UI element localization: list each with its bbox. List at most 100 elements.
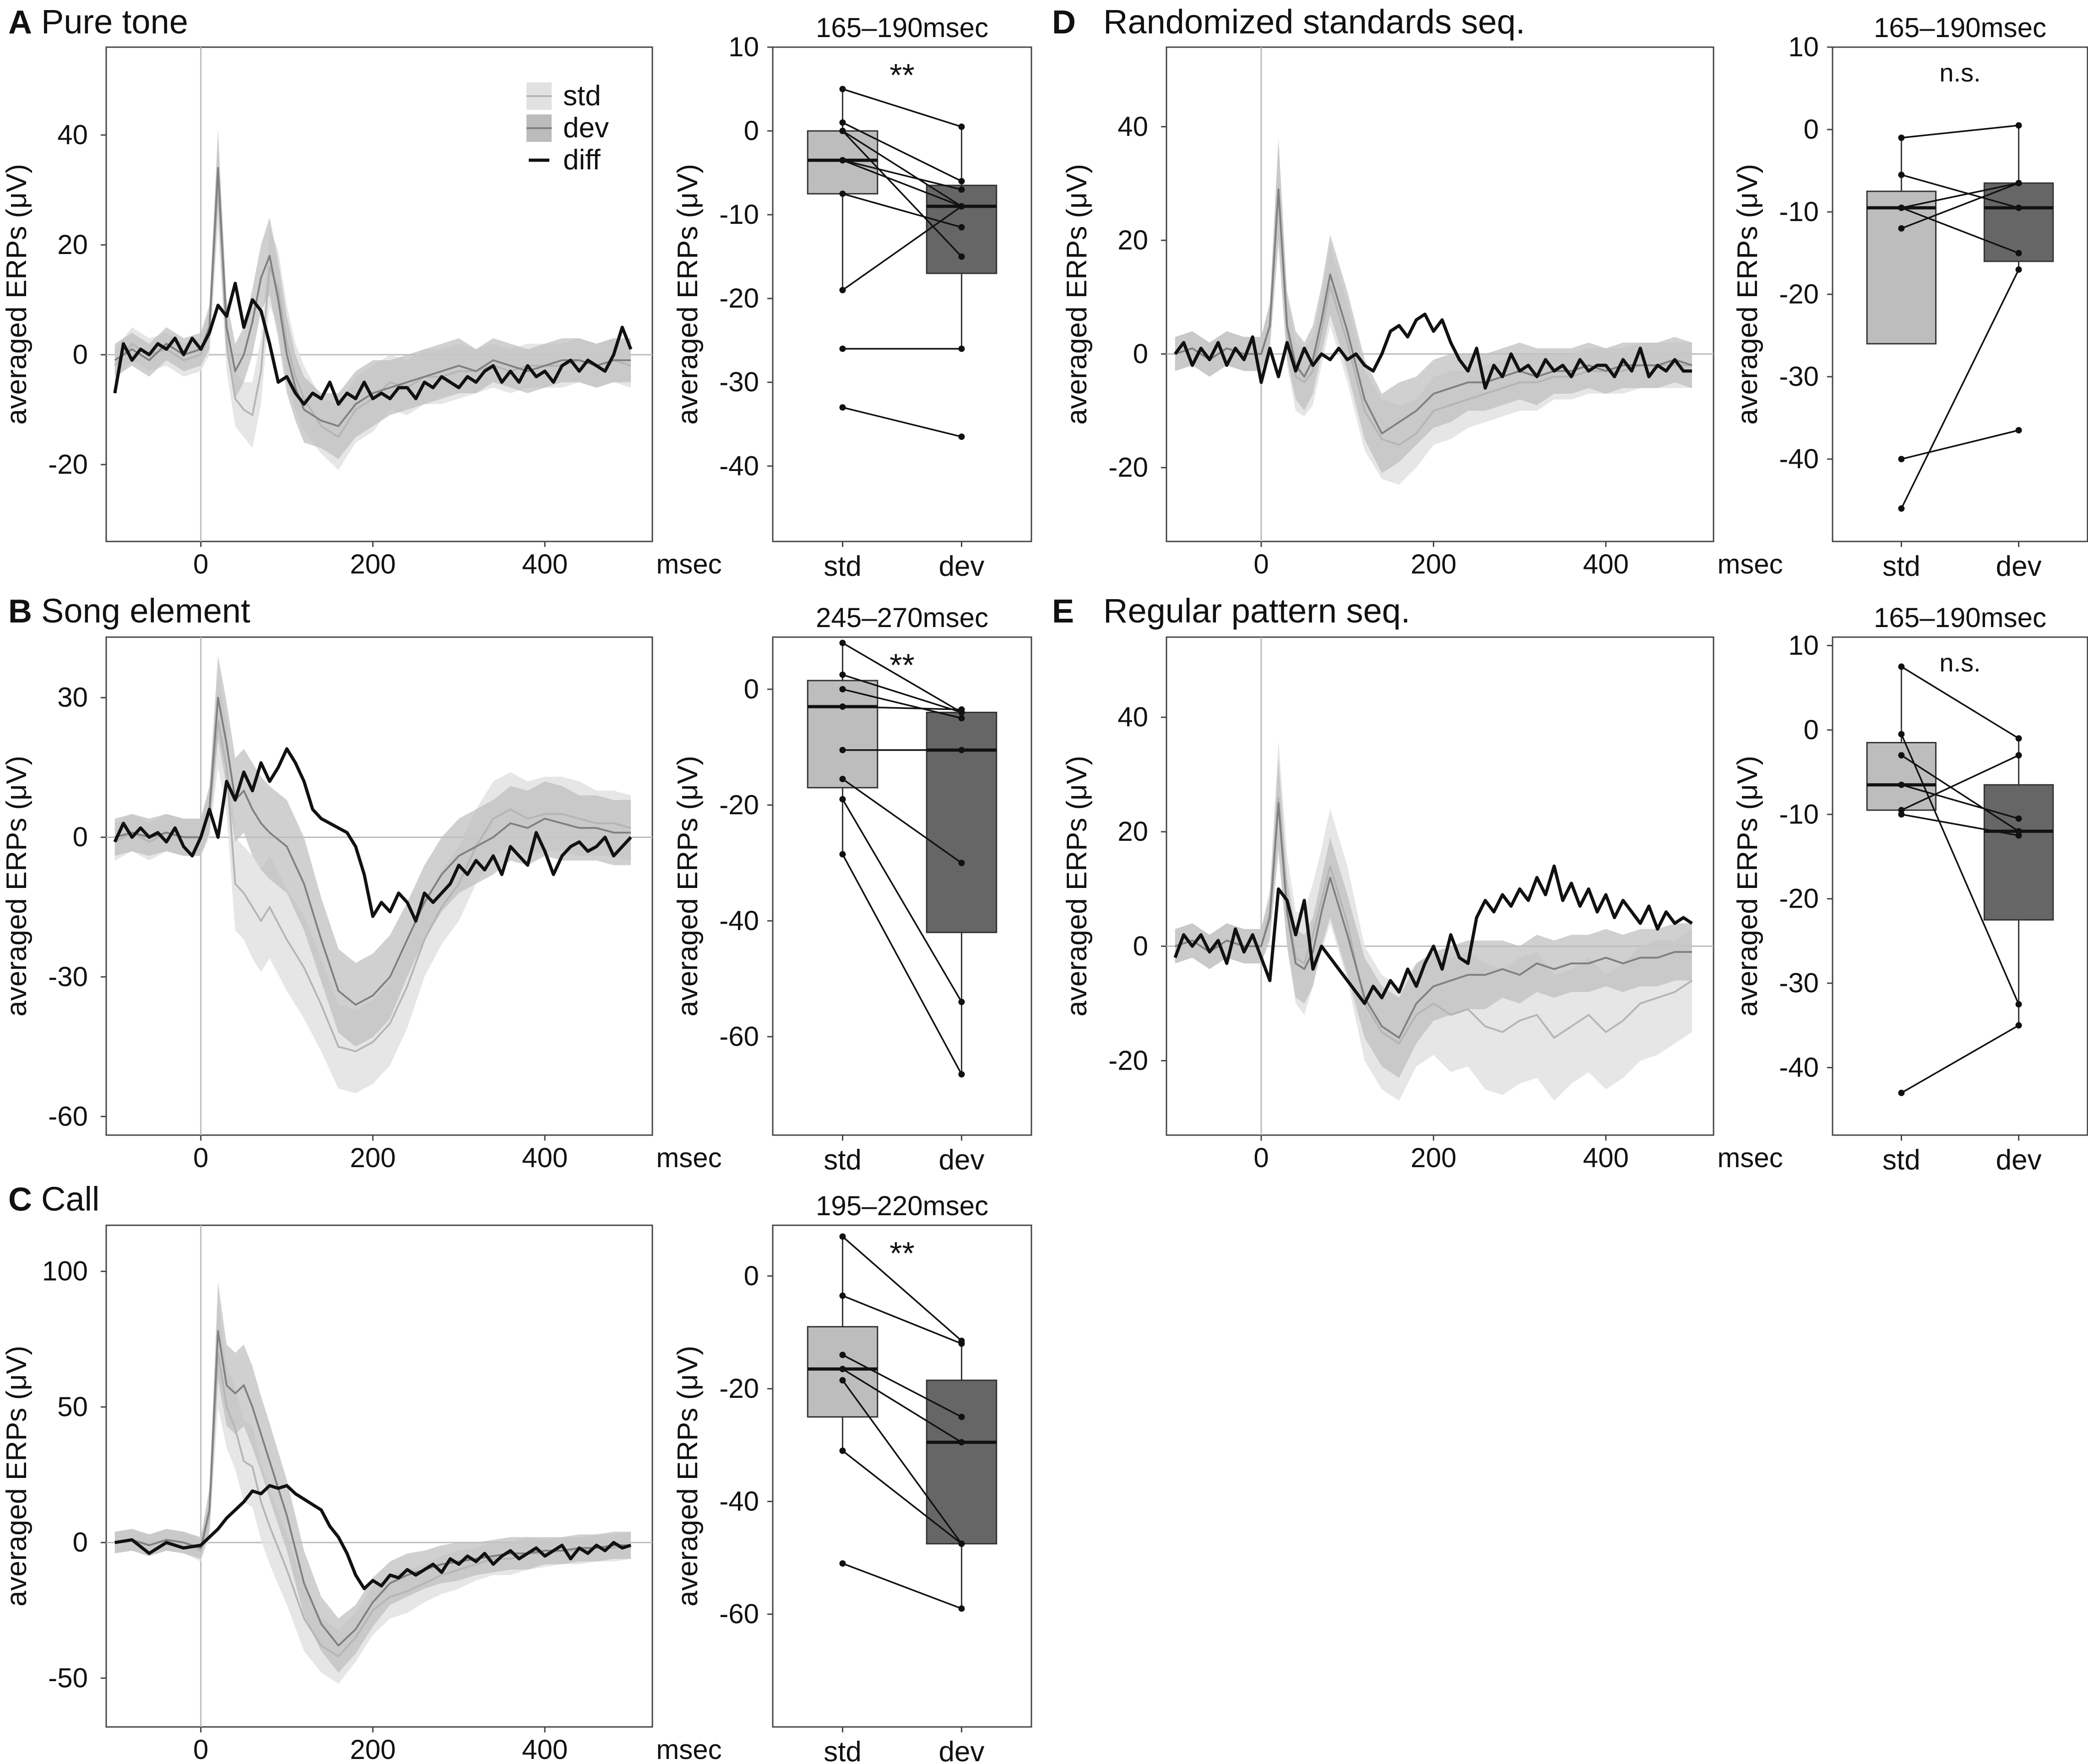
y-tick-label: 0	[73, 822, 88, 852]
y-tick-label: 10	[728, 32, 759, 62]
std-point	[1898, 731, 1905, 738]
y-tick-label: -20	[48, 449, 88, 480]
y-tick-label: -10	[1779, 799, 1819, 829]
y-tick-label: 0	[1133, 931, 1148, 961]
std-point	[839, 1352, 846, 1358]
y-tick-label: 100	[42, 1256, 88, 1287]
x-tick-label: 200	[1410, 549, 1456, 579]
legend-diff-label: diff	[563, 144, 601, 176]
std-point	[1898, 172, 1905, 178]
subject-pair-line	[842, 1354, 962, 1418]
dev-point	[958, 203, 965, 210]
y-tick-label: 0	[744, 1261, 759, 1291]
dev-line	[114, 1330, 631, 1647]
y-axis-label: averaged ERPs (μV)	[1061, 164, 1093, 425]
subject-pair-line	[842, 122, 962, 182]
std-point	[839, 1447, 846, 1454]
dev-point	[958, 1071, 965, 1078]
panel-title: Randomized standards seq.	[1103, 3, 1525, 41]
y-axis-label: averaged ERPs (μV)	[672, 756, 704, 1017]
subject-pair-line	[842, 674, 962, 714]
dev-box	[1983, 182, 2054, 262]
subject-pair-line	[1901, 754, 2019, 832]
y-tick-label: -60	[48, 1101, 88, 1131]
subject-pair-line	[1900, 269, 2020, 509]
subject-pair-line	[1901, 754, 2019, 811]
y-tick-label: 40	[57, 119, 88, 150]
x-axis-unit: msec	[656, 549, 721, 579]
y-tick-label: 40	[1117, 702, 1148, 732]
dev-line	[1175, 802, 1692, 1039]
y-tick-label: -30	[1779, 968, 1819, 998]
y-tick-label: -10	[719, 199, 759, 230]
x-tick-label: dev	[938, 1144, 984, 1176]
std-point	[839, 775, 846, 782]
y-tick-label: 0	[744, 115, 759, 146]
y-tick-label: -30	[48, 961, 88, 992]
x-tick-label: 0	[1253, 1142, 1269, 1173]
std-point	[1898, 663, 1905, 670]
time-window-title: 195–220msec	[816, 1190, 988, 1221]
dev-point	[958, 123, 965, 130]
y-tick-label: -60	[719, 1021, 759, 1052]
y-axis-label: averaged ERPs (μV)	[1, 756, 33, 1017]
subject-pair-line	[842, 799, 962, 1002]
dev-ci-band	[114, 655, 631, 1047]
dev-point	[958, 999, 965, 1006]
subject-pair-line	[1901, 784, 2019, 820]
subject-pair-line	[842, 1380, 962, 1544]
panel-title: Song element	[41, 592, 250, 630]
y-axis-label: averaged ERPs (μV)	[1732, 756, 1763, 1017]
dev-point	[958, 1340, 965, 1347]
dev-point	[2015, 266, 2022, 273]
x-axis-unit: msec	[1717, 549, 1783, 579]
panel-e-erp-plot: 0 200 400 msec -20 0 20 40 averaged ERPs (μV) E Re…	[1052, 592, 1783, 1173]
dev-point	[2015, 1022, 2022, 1029]
subject-pair-line	[1901, 174, 2019, 209]
panel-c-erp-plot: 0 200 400 msec -50 0 50 100 averaged ERPs (μV) C C…	[1, 1180, 722, 1764]
y-tick-label: -20	[1779, 883, 1819, 914]
subject-pair-line	[842, 130, 962, 257]
x-tick-label: 400	[1583, 1142, 1629, 1173]
diff-line	[114, 1484, 632, 1591]
panel-b-erp-plot: 0 200 400 msec -60 -30 0 30 averaged ERPs (μV) B S…	[1, 592, 722, 1173]
std-point	[839, 671, 846, 678]
x-tick-label: dev	[1996, 551, 2042, 582]
time-window-title: 165–190msec	[1874, 602, 2046, 633]
time-window-title: 165–190msec	[1874, 12, 2046, 43]
x-axis-unit: msec	[1717, 1142, 1783, 1173]
x-tick-label: 0	[193, 1142, 208, 1173]
dev-point	[2015, 832, 2022, 839]
std-point	[839, 639, 846, 646]
panel-e-boxplot: 10 0 -10 -20 -30 -40 std dev averaged ERPs (μV) 1…	[1732, 602, 2088, 1176]
dev-box	[1983, 784, 2054, 921]
subject-pair-line	[842, 406, 962, 438]
subject-pair-line	[842, 1295, 962, 1345]
x-tick-label: 200	[350, 1734, 396, 1764]
y-tick-label: 0	[1804, 114, 1819, 145]
dev-point	[958, 178, 965, 184]
dev-box	[926, 711, 998, 933]
std-point	[1898, 225, 1905, 232]
panel-title: Regular pattern seq.	[1103, 592, 1410, 630]
subject-pair-line	[842, 706, 962, 710]
x-tick-label: std	[1882, 551, 1920, 582]
dev-point	[958, 860, 965, 866]
std-ci-band	[114, 674, 631, 1093]
y-tick-label: 0	[73, 339, 88, 370]
y-tick-label: -20	[719, 1373, 759, 1404]
diff-line	[113, 281, 633, 406]
legend-dev-label: dev	[563, 112, 609, 144]
std-point	[839, 128, 846, 135]
x-tick-label: std	[824, 551, 862, 582]
dev-point	[958, 1439, 965, 1446]
dev-point	[2015, 752, 2022, 759]
y-tick-label: 0	[1133, 338, 1148, 369]
std-point	[839, 119, 846, 126]
y-tick-label: 10	[1788, 32, 1819, 62]
panel-title: Call	[41, 1180, 99, 1218]
std-ci-band	[1175, 740, 1692, 1101]
subject-pair-line	[842, 642, 962, 713]
y-tick-label: -30	[1779, 361, 1819, 392]
